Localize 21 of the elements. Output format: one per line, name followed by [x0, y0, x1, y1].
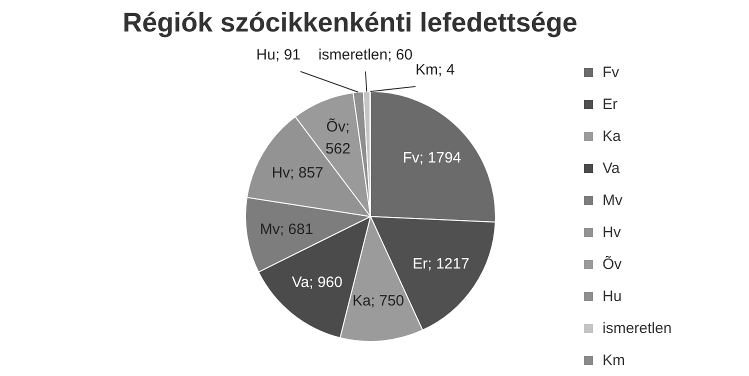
legend-label: Õv — [602, 255, 622, 273]
legend-label: Va — [602, 160, 620, 177]
legend-label: Er — [602, 96, 618, 113]
legend-label: Hu — [602, 288, 622, 305]
legend-label: Mv — [602, 192, 623, 209]
data-label: Õv; 562 — [325, 117, 350, 158]
legend-label: Ka — [602, 128, 622, 145]
data-label: Va; 960 — [292, 274, 342, 292]
data-label: ismeretlen; 60 — [318, 46, 413, 64]
data-label: Ka; 750 — [352, 292, 404, 310]
data-label: Mv; 681 — [260, 221, 314, 238]
data-label: Km; 4 — [416, 62, 455, 78]
legend-label: ismeretlen — [602, 320, 672, 337]
legend-label: Hv — [602, 224, 622, 241]
legend-label: Fv — [602, 64, 620, 81]
data-label: Hu; 91 — [256, 46, 301, 64]
data-label: Er; 1217 — [412, 256, 470, 273]
legend-label: Km — [602, 352, 625, 369]
data-label: Fv; 1794 — [402, 149, 462, 166]
chart-title: Régiók szócikkenkénti lefedettsége — [122, 8, 578, 38]
data-label: Hv; 857 — [272, 164, 324, 182]
